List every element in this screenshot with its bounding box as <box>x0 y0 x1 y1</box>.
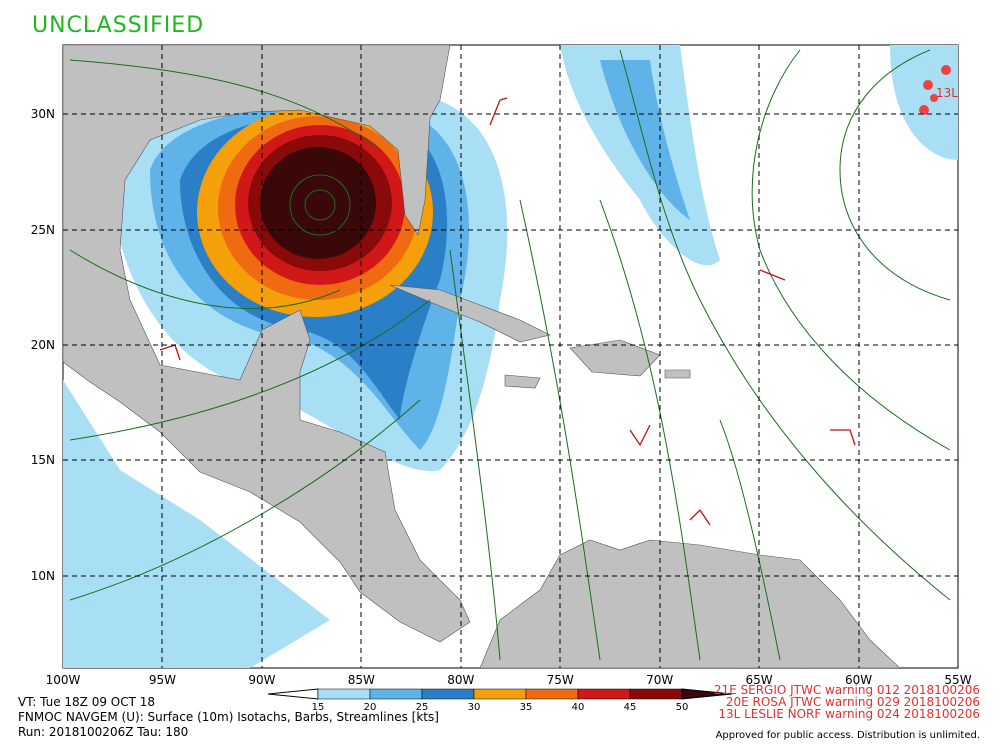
lat-label: 30N <box>31 107 55 121</box>
colorbar-label: 15 <box>312 702 325 713</box>
storm-warning: 21E SERGIO JTWC warning 012 2018100206 <box>714 683 980 697</box>
lon-label: 60W <box>845 673 872 687</box>
footer-line: FNMOC NAVGEM (U): Surface (10m) Isotachs… <box>18 710 439 724</box>
distribution-notice: Approved for public access. Distribution… <box>716 730 980 741</box>
wind-barb <box>629 424 651 447</box>
colorbar-segment <box>473 688 527 700</box>
classification: UNCLASSIFIED <box>32 13 204 38</box>
lon-label: 80W <box>447 673 474 687</box>
streamline <box>751 49 951 451</box>
streamline <box>304 189 336 221</box>
streamline <box>619 49 951 601</box>
streamline <box>289 174 351 236</box>
lon-labels: 100W 95W 90W 85W 80W 75W 70W 65W 60W 55W <box>46 673 972 687</box>
wind-barb <box>489 97 508 126</box>
streamline <box>69 59 381 151</box>
isotach-area <box>600 60 690 220</box>
lat-labels: 30N 25N 20N 15N 10N <box>31 107 55 583</box>
lat-label: 25N <box>31 223 55 237</box>
streamline <box>69 299 431 441</box>
land <box>479 539 901 668</box>
colorbar-label: 45 <box>624 702 637 713</box>
lon-label: 70W <box>646 673 673 687</box>
land <box>504 374 541 389</box>
storm-marker <box>919 105 929 115</box>
colorbar-label: 30 <box>468 702 481 713</box>
streamline <box>719 419 781 661</box>
storm-warning: 13L LESLIE NORF warning 024 2018100206 <box>718 707 980 721</box>
colorbar-segment <box>369 688 423 700</box>
colorbar-label: 20 <box>364 702 377 713</box>
storm-label: 13L <box>936 86 958 100</box>
streamline <box>69 399 421 601</box>
isotach-area <box>63 380 330 668</box>
lon-label: 85W <box>348 673 375 687</box>
streamline <box>599 199 701 661</box>
wind-barb <box>689 509 711 526</box>
colorbar-segment <box>525 688 579 700</box>
lon-label: 95W <box>149 673 176 687</box>
colorbar-segment <box>317 688 371 700</box>
isotach-area <box>890 45 958 160</box>
land <box>63 45 471 643</box>
storm-marker <box>930 94 938 102</box>
storm-warning: 20E ROSA JTWC warning 029 2018100206 <box>726 695 980 709</box>
lon-label: 65W <box>746 673 773 687</box>
isotach-area <box>260 147 376 259</box>
lon-label: 90W <box>248 673 275 687</box>
lon-label: 100W <box>46 673 81 687</box>
colorbar-label: 40 <box>572 702 585 713</box>
lat-label: 20N <box>31 338 55 352</box>
colorbar-low-end <box>267 688 319 700</box>
colorbar: 15 20 25 30 35 40 45 50 <box>267 688 733 713</box>
footer-line: Run: 2018100206Z Tau: 180 <box>18 725 188 739</box>
lon-label: 75W <box>547 673 574 687</box>
map-layers: 13L <box>63 45 958 668</box>
lat-label: 10N <box>31 569 55 583</box>
lon-label: 55W <box>944 673 971 687</box>
colorbar-label: 25 <box>416 702 429 713</box>
footer-line: VT: Tue 18Z 09 OCT 18 <box>18 695 155 709</box>
lat-label: 15N <box>31 453 55 467</box>
streamline <box>449 249 501 661</box>
colorbar-label: 35 <box>520 702 533 713</box>
colorbar-label: 50 <box>676 702 689 713</box>
streamline <box>519 199 601 661</box>
storm-marker <box>941 65 951 75</box>
wind-barb <box>830 429 856 446</box>
colorbar-segment <box>421 688 475 700</box>
streamline <box>839 49 951 301</box>
land <box>664 369 691 379</box>
storm-marker <box>923 80 933 90</box>
colorbar-segment <box>577 688 631 700</box>
colorbar-high-end <box>681 688 733 700</box>
colorbar-segment <box>629 688 683 700</box>
streamline <box>69 249 341 310</box>
land <box>389 284 551 343</box>
wind-barb <box>759 269 786 281</box>
